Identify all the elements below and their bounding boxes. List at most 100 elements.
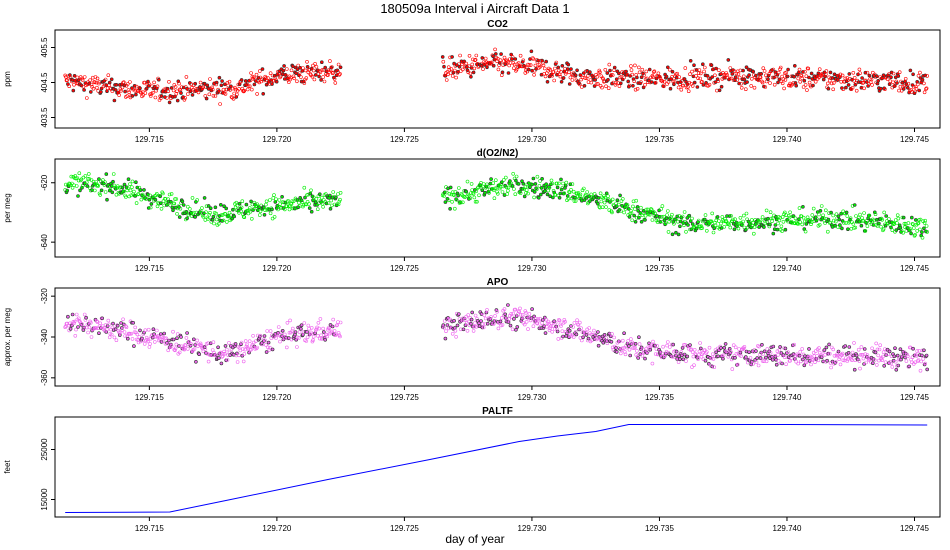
data-point — [521, 58, 526, 63]
data-point — [134, 180, 138, 184]
data-point — [648, 347, 653, 352]
y-tick-label: 15000 — [40, 488, 49, 511]
data-point — [606, 86, 611, 90]
data-point — [65, 78, 69, 82]
data-point — [717, 219, 721, 223]
data-point — [721, 353, 726, 358]
data-point — [852, 367, 857, 372]
data-point — [810, 213, 815, 217]
data-point — [566, 62, 571, 67]
x-tick-label: 129.730 — [517, 524, 546, 533]
data-point — [644, 69, 649, 74]
data-point — [572, 199, 577, 203]
data-point — [729, 350, 733, 354]
data-point — [517, 309, 522, 314]
data-point — [74, 184, 79, 188]
data-point — [612, 65, 617, 70]
data-point — [262, 213, 267, 217]
data-point — [901, 87, 906, 91]
data-point — [450, 200, 454, 204]
data-point — [107, 80, 112, 85]
data-point — [760, 215, 765, 219]
data-point — [223, 82, 227, 87]
data-point — [802, 78, 807, 83]
data-point — [208, 77, 212, 81]
data-point — [540, 61, 545, 65]
data-point — [77, 171, 82, 175]
y-tick-label: -620 — [40, 174, 49, 191]
y-axis-label: ppm — [3, 71, 12, 87]
data-point — [235, 203, 240, 208]
data-point — [323, 337, 328, 342]
data-point — [264, 199, 269, 204]
data-point — [831, 213, 836, 218]
data-point — [477, 193, 481, 198]
data-point — [877, 358, 881, 363]
data-point — [887, 217, 891, 221]
data-point — [182, 98, 187, 102]
data-point — [890, 228, 895, 232]
data-point — [633, 341, 638, 346]
data-point — [579, 326, 583, 331]
data-point — [745, 80, 749, 84]
data-point — [798, 80, 803, 84]
data-point — [294, 71, 299, 76]
data-point — [85, 184, 90, 188]
data-point — [482, 63, 487, 67]
data-point — [233, 342, 238, 346]
data-point — [851, 71, 856, 75]
data-point — [895, 353, 900, 358]
data-point — [647, 67, 652, 72]
data-point — [914, 354, 919, 358]
data-point — [567, 328, 572, 333]
data-point — [629, 64, 633, 68]
data-point — [177, 87, 182, 92]
data-point — [264, 82, 269, 87]
data-point — [742, 77, 747, 82]
data-point — [129, 193, 133, 198]
data-point — [682, 210, 687, 214]
data-point — [624, 204, 629, 208]
data-point — [758, 356, 763, 360]
data-point — [548, 326, 553, 331]
data-point — [281, 68, 286, 73]
data-point — [797, 67, 802, 72]
data-point — [912, 91, 917, 95]
data-point — [859, 345, 864, 349]
data-point — [631, 204, 635, 209]
data-point — [827, 221, 832, 225]
data-point — [207, 213, 212, 217]
data-point — [709, 63, 714, 67]
data-point — [764, 208, 769, 213]
data-point — [882, 363, 887, 368]
data-point — [249, 199, 253, 204]
data-point — [782, 86, 786, 91]
data-point — [764, 355, 768, 360]
data-point — [798, 220, 803, 224]
data-point — [861, 219, 866, 223]
data-point — [819, 355, 824, 360]
x-tick-label: 129.730 — [517, 393, 546, 402]
data-point — [270, 347, 275, 352]
data-point — [920, 235, 925, 240]
data-point — [545, 80, 550, 84]
data-point — [296, 63, 301, 68]
data-point — [725, 222, 730, 226]
data-point — [138, 328, 142, 333]
data-point — [223, 212, 228, 216]
data-point — [241, 347, 245, 351]
data-point — [667, 345, 672, 349]
data-point — [559, 177, 563, 182]
data-point — [749, 218, 754, 222]
data-point — [881, 227, 886, 231]
data-point — [783, 346, 788, 351]
y-axis-label: feet — [3, 460, 12, 474]
data-point — [140, 336, 144, 341]
data-point — [72, 74, 77, 78]
data-point — [290, 326, 295, 331]
data-point — [159, 332, 163, 336]
data-point — [514, 174, 519, 179]
data-point — [698, 224, 702, 229]
data-point — [736, 72, 741, 76]
data-point — [573, 199, 578, 203]
